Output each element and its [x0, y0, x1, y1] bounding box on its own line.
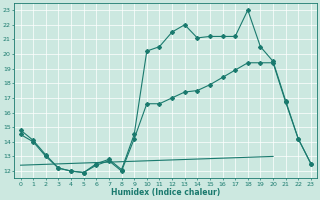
- X-axis label: Humidex (Indice chaleur): Humidex (Indice chaleur): [111, 188, 220, 197]
